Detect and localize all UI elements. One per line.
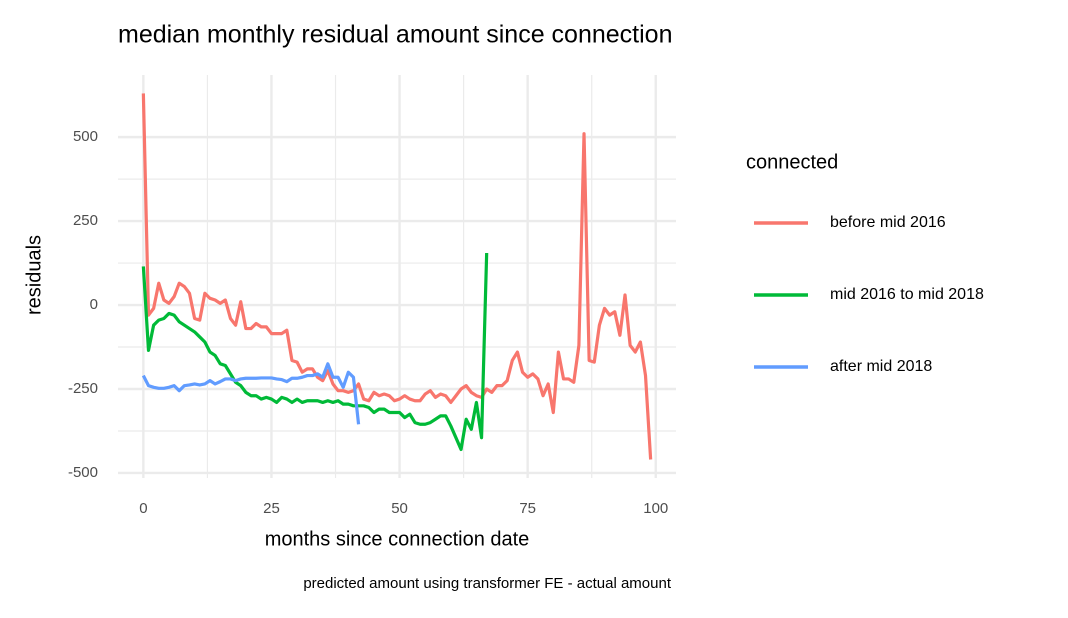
- series-line: [141, 93, 653, 460]
- caption: predicted amount using transformer FE - …: [303, 575, 672, 592]
- y-tick-label: -250: [68, 380, 98, 397]
- x-axis-label: months since connection date: [265, 528, 530, 550]
- x-tick-label: 0: [139, 500, 147, 517]
- chart-title: median monthly residual amount since con…: [118, 21, 672, 49]
- legend-label: mid 2016 to mid 2018: [830, 286, 984, 303]
- x-tick-label: 25: [263, 500, 280, 517]
- y-tick-label: 500: [73, 128, 98, 145]
- y-tick-label: 0: [90, 296, 98, 313]
- y-tick-label: -500: [68, 464, 98, 481]
- y-axis-label: residuals: [23, 235, 45, 315]
- legend-label: before mid 2016: [830, 214, 946, 231]
- legend: before mid 2016 mid 2016 to mid 2018 after…: [754, 214, 984, 375]
- x-tick-label: 75: [519, 500, 536, 517]
- series-line: [141, 252, 489, 452]
- legend-label: after mid 2018: [830, 358, 932, 375]
- grid: -500 -250 0 250 500 0 25 50 75 100: [68, 75, 676, 517]
- x-tick-label: 100: [643, 500, 668, 517]
- series-line: [141, 362, 361, 425]
- x-tick-label: 50: [391, 500, 408, 517]
- legend-title: connected: [746, 151, 838, 173]
- plot-lines: [141, 93, 653, 460]
- y-tick-label: 250: [73, 212, 98, 229]
